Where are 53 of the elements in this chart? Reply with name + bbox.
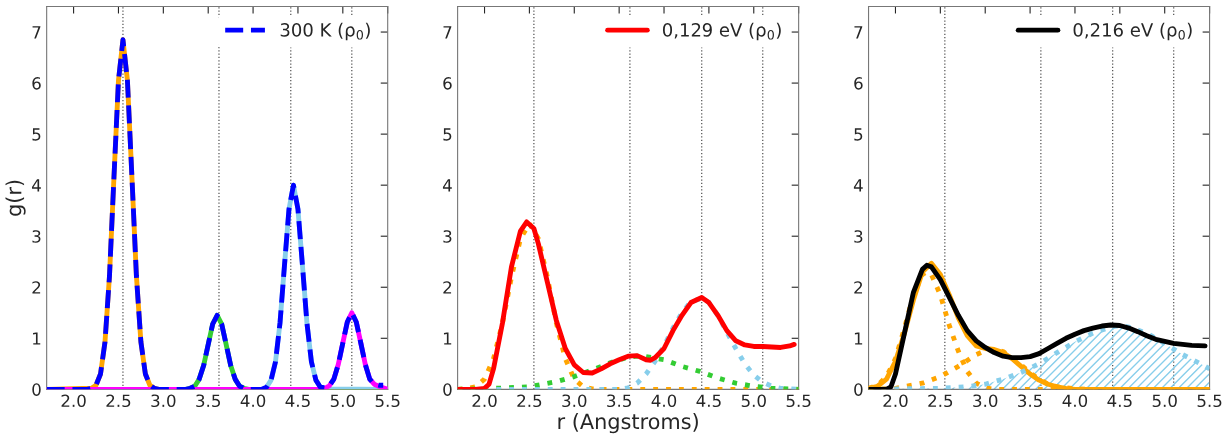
- y-tick-label: 3: [443, 230, 452, 243]
- x-tick-label: 2.5: [517, 394, 542, 408]
- y-tick-label: 5: [854, 128, 863, 141]
- x-tick-label: 4.0: [1062, 394, 1088, 408]
- y-tick-label: 5: [443, 128, 452, 141]
- y-tick-label: 6: [443, 77, 452, 90]
- x-tick-label: 4.0: [240, 394, 266, 408]
- legend-label: 0,216 eV (ρ$_{0}$): [1073, 22, 1192, 41]
- y-tick-label: 6: [854, 77, 863, 90]
- y-tick-label: 0: [443, 383, 452, 396]
- x-tick-label: 3.0: [973, 394, 998, 408]
- y-tick-label: 7: [32, 26, 41, 39]
- x-tick-label: 5.0: [1152, 394, 1177, 408]
- x-tick-label: 5.0: [330, 394, 355, 408]
- x-axis-title: r (Angstroms): [558, 413, 698, 434]
- y-tick-label: 4: [442, 179, 452, 192]
- x-tick-label: 2.0: [472, 394, 497, 408]
- y-tick-label: 5: [32, 128, 41, 141]
- legend-label: 0,129 eV (ρ$_{0}$): [662, 22, 781, 41]
- x-tick-label: 5.0: [741, 394, 766, 408]
- x-tick-label: 2.0: [61, 394, 86, 408]
- x-tick-label: 5.5: [1197, 394, 1222, 408]
- x-tick-label: 2.5: [106, 394, 131, 408]
- y-tick-label: 2: [443, 281, 452, 294]
- y-tick-label: 3: [32, 230, 41, 243]
- y-tick-label: 4: [853, 179, 863, 192]
- x-tick-label: 4.0: [651, 394, 677, 408]
- y-tick-label: 4: [32, 179, 41, 192]
- y-tick-label: 2: [854, 281, 863, 294]
- y-tick-label: 0: [32, 383, 41, 396]
- y-tick-label: 0: [854, 383, 863, 396]
- y-tick-label: 1: [33, 332, 41, 345]
- x-tick-label: 2.5: [928, 394, 953, 408]
- x-tick-label: 3.5: [196, 394, 220, 408]
- x-tick-label: 2.0: [883, 394, 908, 408]
- x-tick-label: 3.0: [151, 394, 176, 408]
- y-tick-label: 7: [443, 26, 452, 39]
- x-tick-label: 4.5: [696, 394, 721, 408]
- y-tick-label: 6: [32, 77, 41, 90]
- x-tick-label: 3.5: [607, 394, 631, 408]
- x-tick-label: 3.0: [562, 394, 587, 408]
- x-tick-label: 5.5: [786, 394, 811, 408]
- x-tick-label: 4.5: [285, 394, 310, 408]
- x-tick-label: 3.5: [1018, 394, 1042, 408]
- x-tick-label: 4.5: [1107, 394, 1132, 408]
- y-axis-title: g(r): [5, 180, 26, 216]
- x-tick-label: 5.5: [375, 394, 400, 408]
- y-tick-label: 3: [854, 230, 863, 243]
- y-tick-label: 1: [443, 332, 452, 345]
- y-tick-label: 7: [854, 26, 863, 39]
- legend-label: 300 K (ρ$_{0}$): [280, 22, 370, 41]
- y-tick-label: 1: [854, 332, 863, 345]
- y-tick-label: 2: [32, 281, 41, 294]
